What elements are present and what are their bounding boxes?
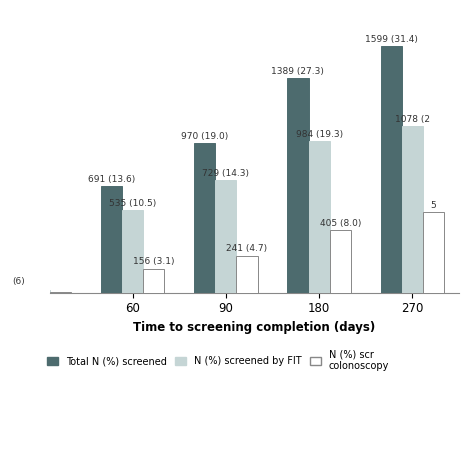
Bar [381,46,402,293]
Text: 241 (4.7): 241 (4.7) [227,244,268,253]
Text: 1078 (2: 1078 (2 [395,115,430,124]
Text: 405 (8.0): 405 (8.0) [319,219,361,228]
Text: 535 (10.5): 535 (10.5) [109,199,156,208]
Bar [287,78,309,293]
Text: 729 (14.3): 729 (14.3) [202,169,249,178]
Text: 1599 (31.4): 1599 (31.4) [365,35,418,44]
Bar [402,127,423,293]
Text: (6): (6) [12,277,25,286]
Text: 984 (19.3): 984 (19.3) [296,129,343,138]
Bar [143,269,164,293]
Bar [237,255,258,293]
Bar [101,186,122,293]
Text: 691 (13.6): 691 (13.6) [88,175,135,184]
Bar [330,230,351,293]
Text: 1389 (27.3): 1389 (27.3) [272,67,324,76]
Bar [50,292,71,293]
Bar [122,210,143,293]
Legend: Total N (%) screened, N (%) screened by FIT, N (%) scr
colonoscopy: Total N (%) screened, N (%) screened by … [46,350,389,371]
Text: 970 (19.0): 970 (19.0) [181,132,228,141]
X-axis label: Time to screening completion (days): Time to screening completion (days) [133,321,375,334]
Bar [309,141,330,293]
Bar [29,290,50,293]
Bar [8,288,29,293]
Bar [215,180,237,293]
Bar [423,212,444,293]
Text: 156 (3.1): 156 (3.1) [133,257,174,266]
Bar [194,143,215,293]
Text: 5: 5 [431,201,437,210]
